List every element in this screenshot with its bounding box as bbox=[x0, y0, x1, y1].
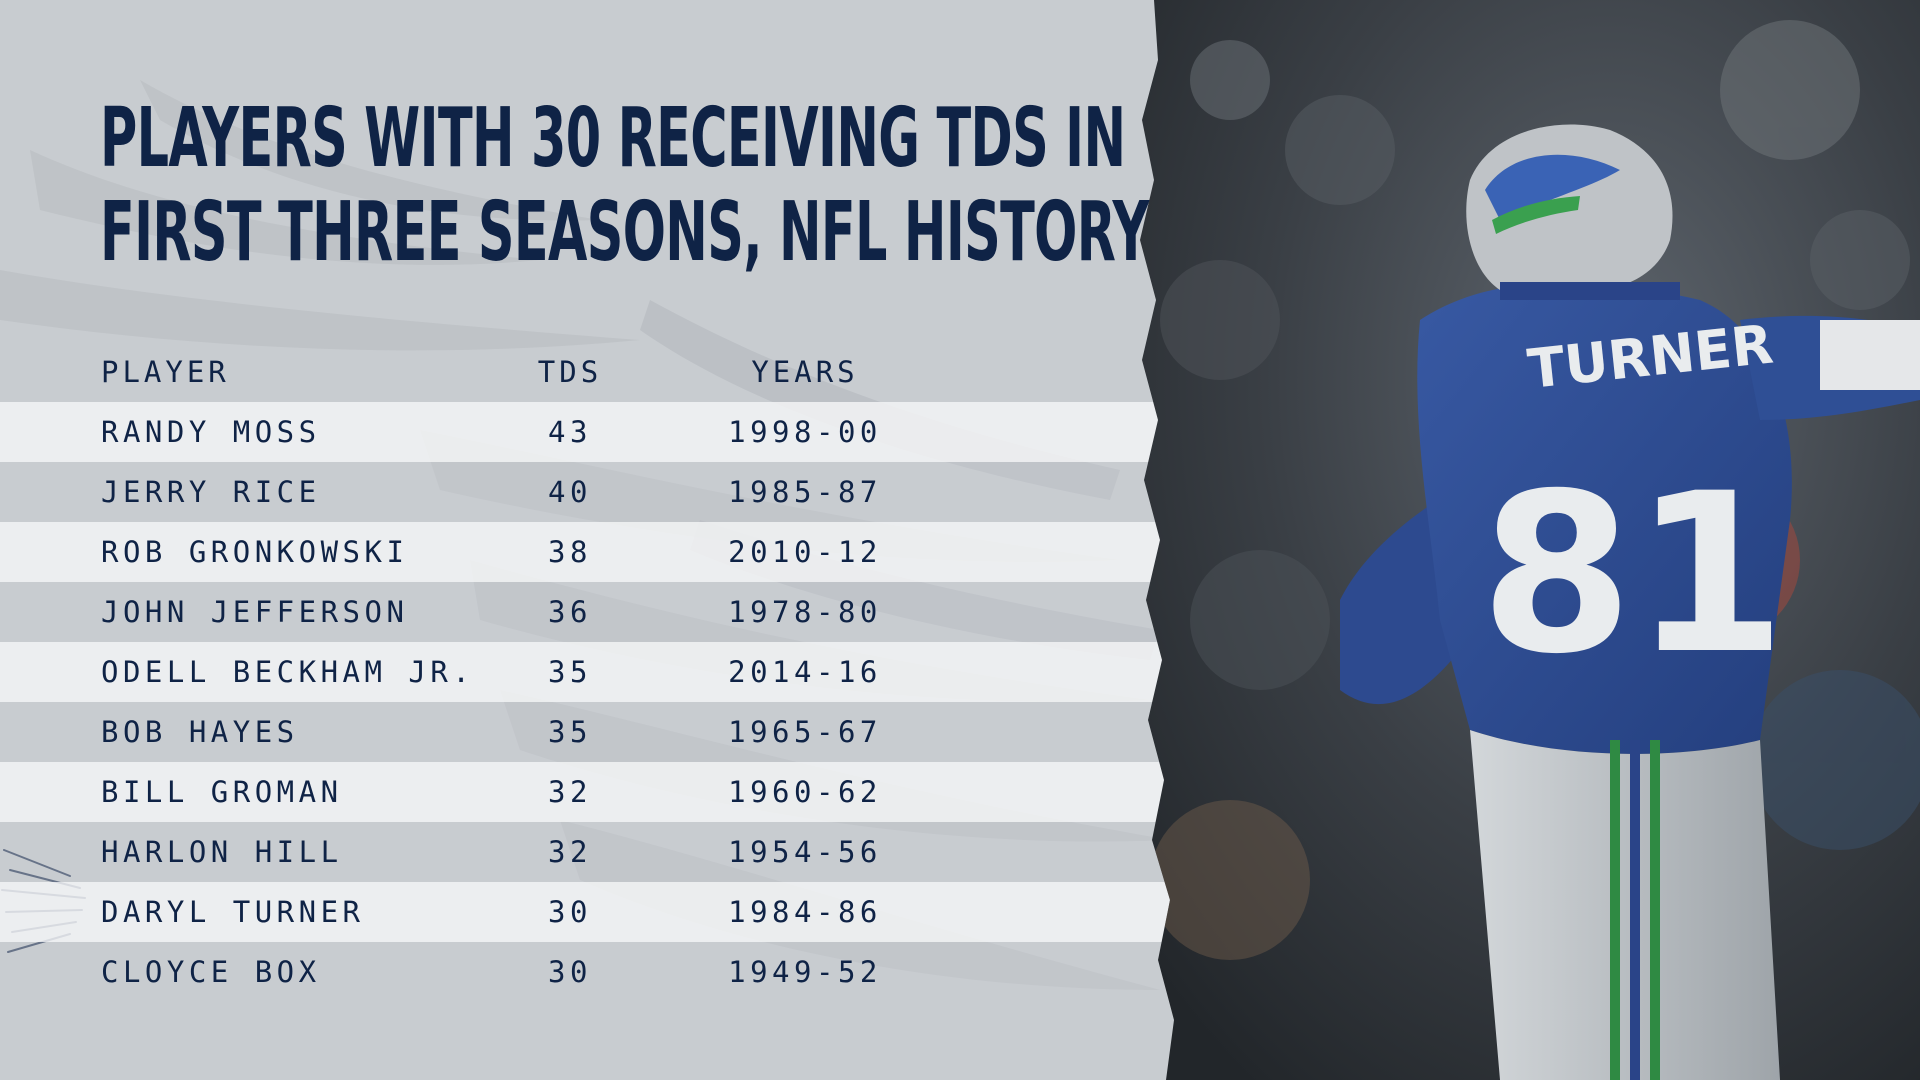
td-count: 32 bbox=[548, 835, 592, 869]
year-range: 1998-00 bbox=[728, 415, 882, 449]
year-range: 1978-80 bbox=[728, 595, 882, 629]
player-photo: TURNER 81 bbox=[1140, 0, 1920, 1080]
td-count: 36 bbox=[548, 595, 592, 629]
year-range: 1954-56 bbox=[728, 835, 882, 869]
player-name: JOHN JEFFERSON bbox=[101, 595, 409, 629]
year-range: 1949-52 bbox=[728, 955, 882, 989]
table-row: BILL GROMAN 32 1960-62 bbox=[0, 762, 1170, 822]
td-count: 35 bbox=[548, 655, 592, 689]
year-range: 2010-12 bbox=[728, 535, 882, 569]
jersey-number: 81 bbox=[1480, 446, 1786, 702]
player-name: DARYL TURNER bbox=[101, 895, 365, 929]
td-count: 30 bbox=[548, 955, 592, 989]
player-name: RANDY MOSS bbox=[101, 415, 321, 449]
td-count: 40 bbox=[548, 475, 592, 509]
table-row: JERRY RICE 40 1985-87 bbox=[0, 462, 1170, 522]
table-row: ODELL BECKHAM JR. 35 2014-16 bbox=[0, 642, 1170, 702]
title-line-1: PLAYERS WITH 30 RECEIVING TDS IN bbox=[100, 91, 1126, 186]
year-range: 1960-62 bbox=[728, 775, 882, 809]
player-name: HARLON HILL bbox=[101, 835, 343, 869]
table-header: PLAYER TDS YEARS bbox=[0, 346, 1160, 398]
player-name: BOB HAYES bbox=[101, 715, 299, 749]
td-count: 38 bbox=[548, 535, 592, 569]
td-count: 30 bbox=[548, 895, 592, 929]
year-range: 2014-16 bbox=[728, 655, 882, 689]
table-row: CLOYCE BOX 30 1949-52 bbox=[0, 942, 1170, 1002]
table-row: DARYL TURNER 30 1984-86 bbox=[0, 882, 1170, 942]
year-range: 1985-87 bbox=[728, 475, 882, 509]
page-title: PLAYERS WITH 30 RECEIVING TDS IN FIRST T… bbox=[100, 91, 1149, 280]
td-count: 35 bbox=[548, 715, 592, 749]
table-row: JOHN JEFFERSON 36 1978-80 bbox=[0, 582, 1170, 642]
player-name: CLOYCE BOX bbox=[101, 955, 321, 989]
table-row: RANDY MOSS 43 1998-00 bbox=[0, 402, 1170, 462]
player-name: JERRY RICE bbox=[101, 475, 321, 509]
td-count: 32 bbox=[548, 775, 592, 809]
table-row: HARLON HILL 32 1954-56 bbox=[0, 822, 1170, 882]
header-years: YEARS bbox=[751, 355, 859, 389]
title-line-2: FIRST THREE SEASONS, NFL HISTORY bbox=[100, 185, 1149, 280]
player-name: BILL GROMAN bbox=[101, 775, 343, 809]
player-name: ROB GRONKOWSKI bbox=[101, 535, 409, 569]
year-range: 1965-67 bbox=[728, 715, 882, 749]
table-row: BOB HAYES 35 1965-67 bbox=[0, 702, 1170, 762]
header-tds: TDS bbox=[537, 355, 603, 389]
td-count: 43 bbox=[548, 415, 592, 449]
stats-table: RANDY MOSS 43 1998-00 JERRY RICE 40 1985… bbox=[0, 402, 1170, 1002]
stats-panel: PLAYERS WITH 30 RECEIVING TDS IN FIRST T… bbox=[0, 91, 1170, 1002]
year-range: 1984-86 bbox=[728, 895, 882, 929]
header-player: PLAYER bbox=[101, 355, 230, 389]
table-row: ROB GRONKOWSKI 38 2010-12 bbox=[0, 522, 1170, 582]
player-name: ODELL BECKHAM JR. bbox=[101, 655, 475, 689]
